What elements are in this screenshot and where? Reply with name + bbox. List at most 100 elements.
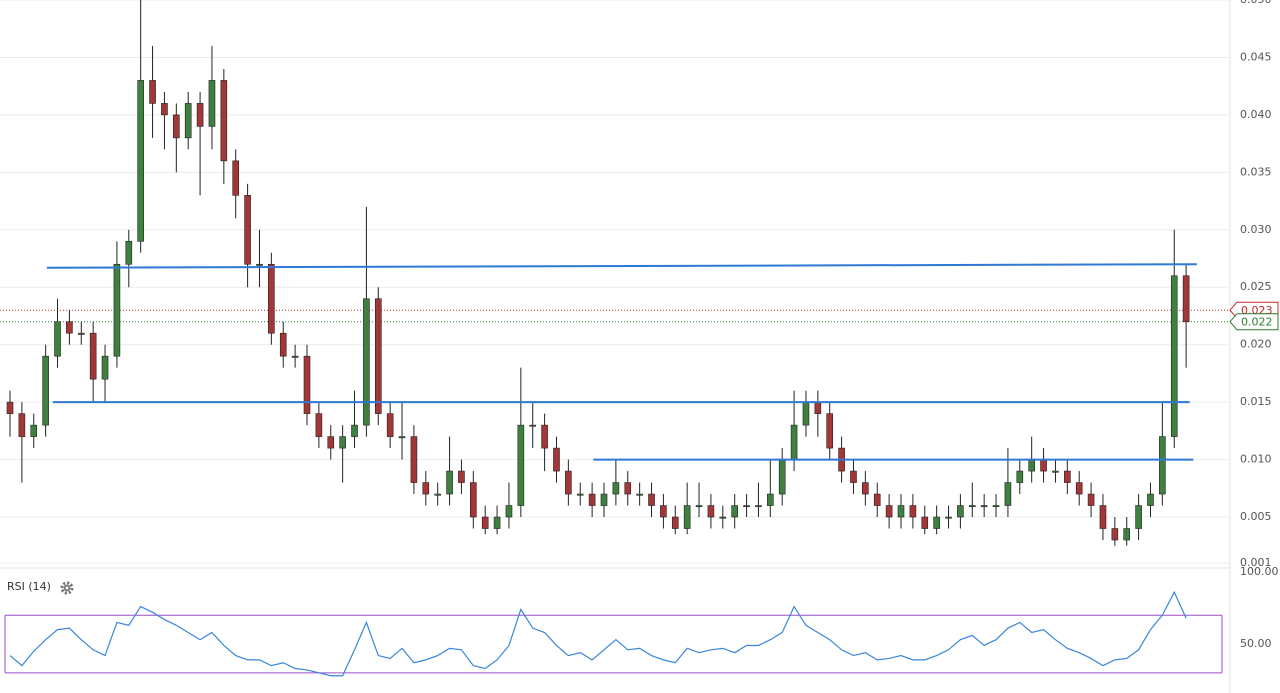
candle-body [850,470,857,483]
candle-body [553,447,560,472]
candle-body [89,332,97,380]
candle-body [77,332,85,335]
candle-body [505,505,513,518]
candle-body [885,505,893,518]
candle-body [1123,528,1131,541]
candle-body [1052,470,1059,473]
candle-body [1111,528,1119,541]
candle-body [565,470,572,495]
candle-body [1135,505,1142,529]
candle-body [315,413,323,437]
candle-body [755,505,762,508]
candle-body [256,263,263,266]
candle-body [802,401,810,426]
candle-body [42,355,49,426]
candle-body [268,263,275,334]
candle-body [1028,459,1035,472]
candle-body [1004,482,1012,506]
candle-body [220,80,228,162]
candle-body [279,332,287,357]
candle-body [422,482,430,495]
candle-body [339,436,346,449]
candle-body [66,321,73,334]
candle-body [529,424,537,427]
rsi-title: RSI (14) [7,580,51,593]
candle-body [398,436,406,439]
settings-icon[interactable] [60,581,74,595]
candle-body [101,355,109,380]
y-tick-label: 0.030 [1240,223,1272,236]
candle-body [873,493,881,506]
candle-body [410,436,418,483]
candle-body [933,516,940,529]
candle-body [968,505,976,508]
candle-body [767,493,774,506]
y-tick-label: 0.005 [1240,510,1272,523]
candle-body [446,470,453,495]
candle-body [1087,493,1095,506]
candle-body [600,493,608,506]
candle-body [244,195,251,265]
candle-body [731,505,738,518]
candle-body [434,493,441,496]
candle-body [778,459,786,495]
candle-body [458,470,465,483]
y-tick-label: 0.025 [1240,280,1272,293]
price-marker-box [1229,313,1279,331]
candle-body [1182,275,1190,323]
candle-body [184,103,192,139]
candle-body [992,505,1000,508]
trend-line [46,263,1197,269]
candle-body [636,493,643,496]
candle-body [470,482,477,518]
candle-body [6,401,14,414]
candle-body [232,160,240,196]
candle-body [161,103,168,116]
candle-body [862,482,869,495]
candle-body [149,80,156,104]
y-tick-label: 100.00 [1240,565,1279,578]
candle-body [1016,470,1024,483]
candle-body [945,516,952,519]
candle-body [957,505,964,518]
y-tick-label: 0.050 [1240,0,1272,6]
candle-body [541,424,548,449]
candle-body [125,240,133,265]
candle-body [1159,436,1166,495]
candle-body [30,424,38,437]
candle-body [612,482,620,495]
y-tick-label: 50.00 [1240,637,1272,650]
candle-body [743,505,750,508]
candle-body [980,505,988,508]
candle-body [624,482,632,495]
y-tick-label: 0.035 [1240,165,1272,178]
y-tick-label: 0.040 [1240,108,1272,121]
candle-body [386,413,394,437]
y-tick-label: 0.015 [1240,395,1272,408]
candle-body [137,80,144,242]
candle-body [374,298,382,414]
candle-body [291,355,299,358]
candle-body [814,401,822,414]
candle-body [481,516,489,529]
candle-body [719,516,727,519]
y-tick-label: 0.001 [1240,556,1272,569]
candle-body [576,493,584,496]
candle-body [826,413,834,449]
candle-body [54,321,61,357]
price-marker-label: 0.022 [1241,316,1273,329]
candle-body [18,413,26,437]
candle-body [303,355,311,414]
candle-body [909,505,917,518]
candle-body [1147,493,1154,506]
candle-body [196,103,204,127]
candle-body [1040,459,1047,472]
candle-body [660,505,667,518]
candle-body [208,80,216,127]
candle-body [588,493,596,506]
candle-body [1075,482,1083,495]
y-tick-label: 0.010 [1240,453,1272,466]
candle-body [1064,470,1071,483]
candle-body [173,114,180,139]
